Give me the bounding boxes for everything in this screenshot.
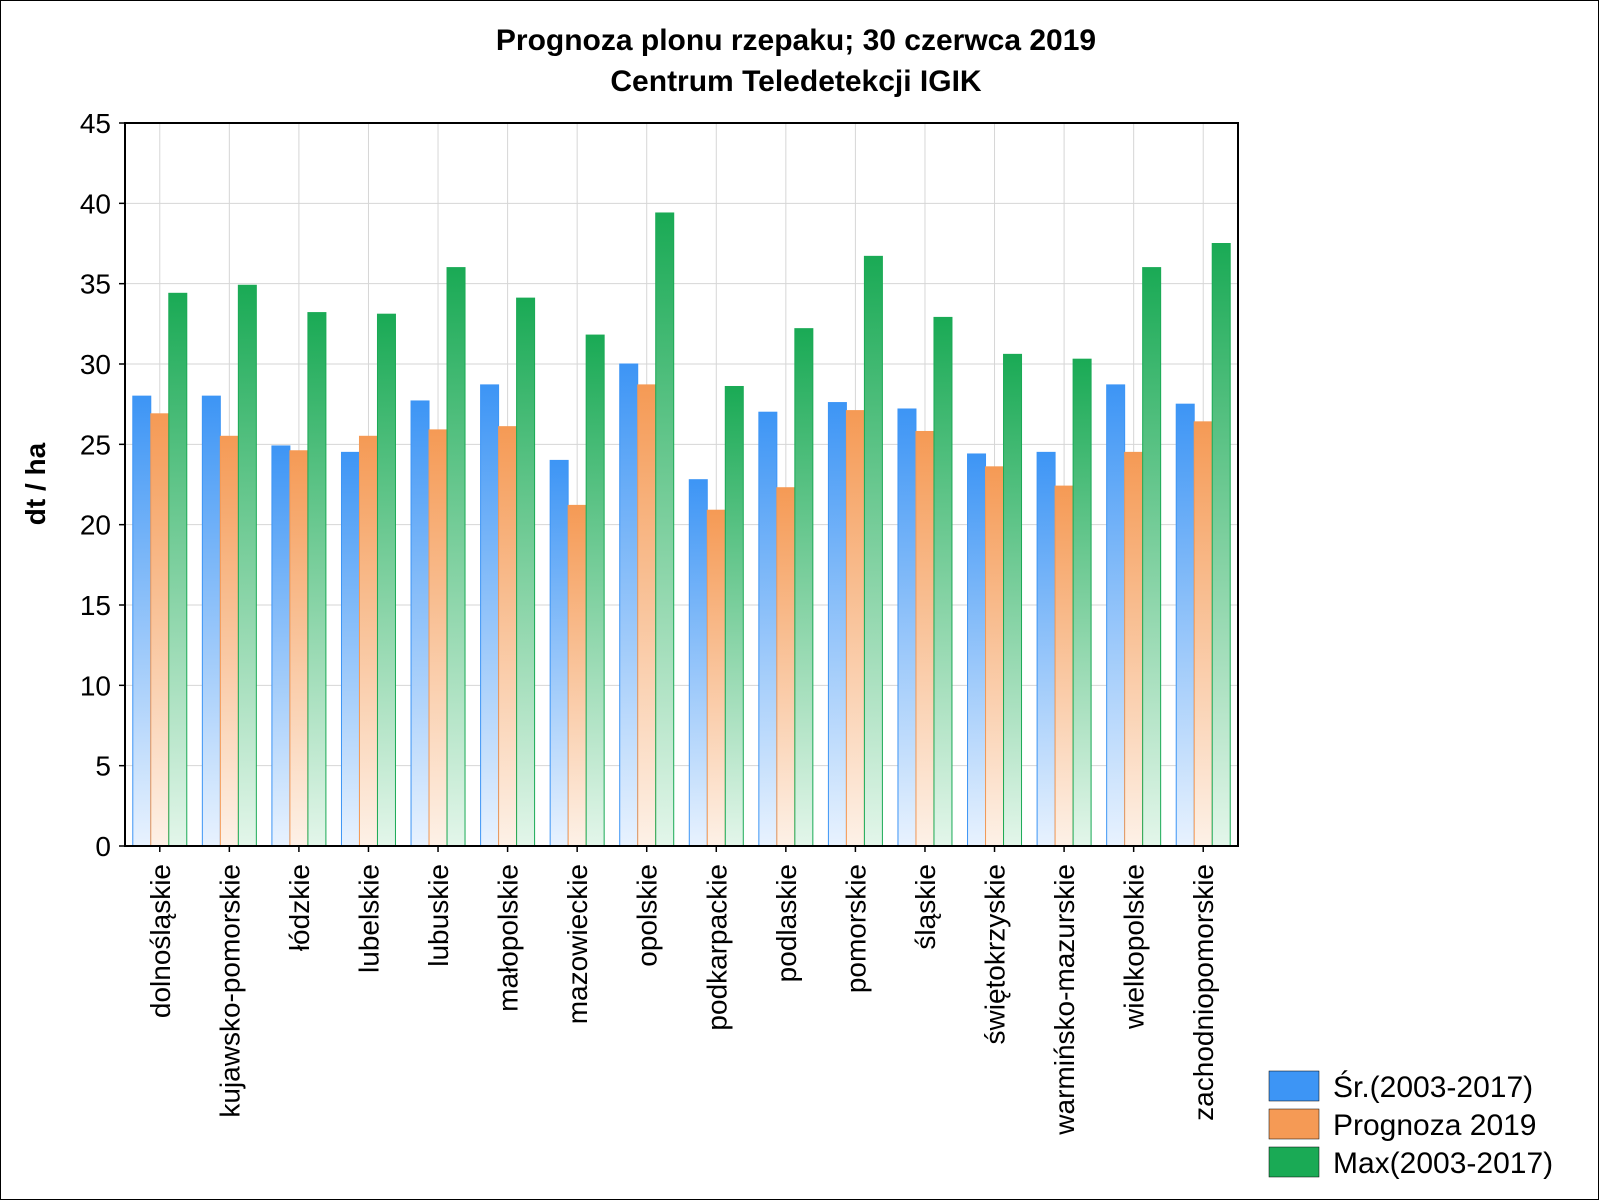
bar-max-5 (516, 297, 536, 847)
bar-prognoza-5 (498, 426, 518, 847)
legend-swatch (1268, 1108, 1320, 1140)
y-tick-label: 35 (80, 269, 111, 300)
x-tick-label: dolnośląskie (145, 864, 176, 1018)
bar-prognoza-11 (915, 430, 935, 847)
bar-max-6 (585, 334, 605, 847)
x-tick-label: wielkopolskie (1119, 864, 1150, 1030)
x-tick-label: łódzkie (284, 864, 315, 951)
bar-prognoza-9 (776, 487, 796, 847)
bar-sr-12 (967, 453, 987, 847)
bar-sr-2 (271, 445, 291, 847)
x-tick-label: kujawsko-pomorskie (214, 864, 245, 1118)
bar-sr-0 (132, 395, 152, 847)
x-tick-label: podkarpackie (701, 864, 732, 1031)
bar-prognoza-7 (637, 384, 657, 847)
bar-sr-7 (619, 363, 639, 847)
bar-sr-4 (410, 400, 430, 847)
y-axis-label: dt / ha (20, 442, 51, 525)
bar-max-8 (724, 385, 744, 847)
bar-prognoza-15 (1193, 421, 1213, 847)
bar-prognoza-10 (845, 410, 865, 847)
bar-sr-13 (1036, 451, 1056, 847)
bar-max-7 (655, 212, 675, 847)
bar-max-9 (794, 328, 814, 847)
bar-sr-9 (758, 411, 778, 847)
bar-sr-8 (688, 479, 708, 847)
y-tick-label: 10 (80, 670, 111, 701)
bar-sr-11 (897, 408, 917, 847)
bar-prognoza-0 (150, 413, 170, 847)
y-tick-label: 40 (80, 188, 111, 219)
legend-swatch (1268, 1146, 1320, 1178)
x-tick-label: małopolskie (493, 864, 524, 1012)
bar-prognoza-6 (567, 504, 587, 847)
x-tick-label: pomorskie (840, 864, 871, 993)
y-tick-label: 20 (80, 510, 111, 541)
bar-max-12 (1003, 353, 1023, 847)
bar-max-4 (446, 267, 466, 847)
legend-label: Max(2003-2017) (1333, 1147, 1553, 1180)
bar-sr-5 (480, 384, 500, 847)
y-axis-ticks: 0 5 10 15 20 25 30 35 40 45 (80, 108, 125, 862)
x-tick-label: mazowieckie (562, 864, 593, 1024)
bar-max-13 (1072, 358, 1092, 847)
bar-max-10 (863, 255, 883, 847)
bar-prognoza-8 (706, 509, 726, 847)
bar-max-1 (237, 284, 257, 847)
bar-sr-6 (549, 459, 569, 847)
bar-max-15 (1211, 243, 1231, 847)
bar-max-14 (1142, 267, 1162, 847)
y-tick-label: 30 (80, 349, 111, 380)
x-tick-label: zachodniopomorskie (1188, 864, 1219, 1121)
bar-max-3 (376, 313, 396, 847)
x-tick-label: podlaskie (771, 864, 802, 982)
bar-max-0 (168, 292, 188, 847)
bar-prognoza-13 (1054, 485, 1074, 847)
legend-swatch (1268, 1070, 1320, 1102)
x-axis-ticks: dolnośląskie kujawsko-pomorskie łódzkie lub… (145, 846, 1219, 1136)
bar-max-2 (307, 312, 327, 847)
bar-prognoza-14 (1124, 451, 1144, 847)
x-tick-label: świętokrzyskie (980, 864, 1011, 1044)
bar-sr-10 (827, 402, 847, 847)
x-tick-label: opolskie (632, 864, 663, 967)
bar-prognoza-4 (428, 429, 448, 847)
legend: Śr.(2003-2017) Prognoza 2019 Max(2003-2017… (1268, 1070, 1553, 1180)
bar-sr-15 (1175, 403, 1195, 847)
x-tick-label: lubelskie (353, 864, 384, 973)
bar-prognoza-12 (985, 466, 1005, 847)
plot-area (124, 122, 1239, 847)
bar-prognoza-2 (289, 450, 309, 847)
legend-label: Śr.(2003-2017) (1333, 1070, 1533, 1104)
legend-label: Prognoza 2019 (1333, 1109, 1537, 1142)
x-tick-label: warmińsko-mazurskie (1049, 864, 1080, 1136)
chart-subtitle: Centrum Teledetekcji IGIK (610, 65, 982, 98)
bar-max-11 (933, 316, 953, 847)
bars-group (132, 212, 1231, 847)
y-tick-label: 45 (80, 108, 111, 139)
x-tick-label: śląskie (910, 864, 941, 950)
y-tick-label: 25 (80, 429, 111, 460)
bar-sr-3 (340, 451, 360, 847)
bar-sr-1 (201, 395, 221, 847)
bar-prognoza-1 (219, 435, 239, 847)
chart-title: Prognoza plonu rzepaku; 30 czerwca 2019 (496, 24, 1096, 57)
y-tick-label: 5 (95, 751, 111, 782)
y-tick-label: 15 (80, 590, 111, 621)
x-tick-label: lubuskie (423, 864, 454, 967)
bar-prognoza-3 (358, 435, 378, 847)
bar-sr-14 (1106, 384, 1126, 847)
y-tick-label: 0 (95, 831, 111, 862)
